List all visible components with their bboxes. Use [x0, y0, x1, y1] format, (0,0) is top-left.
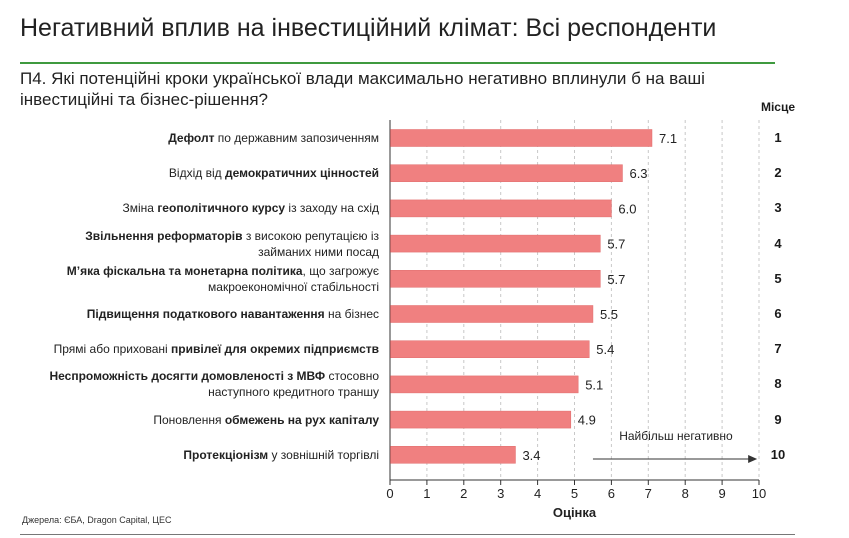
category-label-part: Поновлення [153, 412, 225, 427]
bar-value-label: 3.4 [522, 448, 540, 463]
category-label-bold-part: Дефолт [168, 131, 215, 145]
bar [390, 199, 612, 218]
x-tick-label: 3 [497, 486, 504, 501]
x-tick-label: 2 [460, 486, 467, 501]
rank-column-header: Місце [760, 100, 796, 114]
x-tick-label: 4 [534, 486, 541, 501]
category-label-part: на бізнес [324, 307, 379, 321]
category-label-part: Відхід від [168, 166, 225, 181]
x-tick-label: 10 [752, 486, 766, 501]
rank-value: 9 [774, 411, 782, 427]
rank-value: 5 [774, 270, 782, 286]
category-label: Дефолт по державним запозиченням [30, 130, 379, 146]
category-label-bold-part: привілеї для окремих підприємств [171, 342, 379, 357]
category-label: Звільнення реформаторів з високою репута… [30, 228, 379, 260]
bar [390, 234, 601, 253]
bar-value-label: 7.1 [659, 131, 677, 146]
bar-value-label: 5.5 [600, 307, 618, 322]
rank-value: 1 [774, 130, 782, 145]
category-label-part: по державним запозиченням [214, 131, 379, 145]
bar-value-label: 5.4 [596, 342, 614, 357]
category-label-part: стосовно наступного кредитного траншу [208, 369, 379, 400]
title-divider [20, 62, 775, 64]
source-note: Джерела: ЄБА, Dragon Capital, ЦЕС [22, 515, 172, 525]
rank-value: 10 [770, 446, 786, 462]
category-label-bold-part: Протекціонізм [183, 447, 269, 462]
category-label: Зміна геополітичного курсу із заходу на … [30, 200, 380, 216]
bar [390, 340, 590, 358]
question-text: П4. Які потенційні кроки української вла… [20, 69, 705, 109]
bottom-divider [20, 534, 795, 535]
category-label: Поновлення обмежень на рух капіталу [30, 412, 379, 428]
category-label-part: із заходу на схід [285, 201, 379, 216]
rank-value: 2 [774, 165, 782, 181]
category-label-bold-part: М’яка фіскальна та монетарна політика [66, 263, 303, 278]
category-label: Підвищення податкового навантаження на б… [30, 306, 379, 322]
category-label-part: Зміна [122, 201, 158, 216]
x-tick-label: 5 [571, 486, 578, 501]
category-label-part: Прямі або приховані [53, 342, 172, 357]
bar-value-label: 5.7 [607, 272, 625, 287]
bar-value-label: 6.3 [629, 166, 647, 181]
category-label-bold-part: геополітичного курсу [157, 201, 286, 216]
x-axis-title: Оцінка [553, 505, 597, 520]
x-tick-label: 7 [645, 486, 652, 501]
bar [390, 270, 601, 288]
category-label-bold-part: Підвищення податкового навантаження [86, 307, 325, 321]
bar [390, 129, 653, 147]
x-tick-label: 0 [386, 486, 393, 501]
rank-value: 6 [774, 306, 782, 321]
x-tick-label: 1 [423, 486, 430, 501]
category-label-part: , що загрожує макроекономічної стабільно… [208, 263, 379, 294]
x-tick-label: 9 [718, 486, 725, 501]
category-label: Протекціонізм у зовнішній торгівлі [30, 447, 379, 463]
category-label-bold-part: Неспроможність досягти домовленості з МВ… [49, 369, 326, 384]
bar-value-label: 6.0 [618, 201, 636, 216]
bar-value-label: 4.9 [578, 413, 596, 428]
category-label-bold-part: обмежень на рух капіталу [224, 412, 379, 427]
category-label: Прямі або приховані привілеї для окремих… [30, 341, 379, 357]
bar [390, 305, 594, 323]
category-label-bold-part: Звільнення реформаторів [85, 228, 243, 243]
bar-value-label: 5.1 [585, 377, 603, 392]
bar [390, 410, 572, 429]
category-label-part: у зовнішній торгівлі [268, 447, 379, 462]
rank-value: 4 [774, 235, 782, 251]
rank-value: 8 [774, 376, 782, 392]
x-tick-label: 8 [682, 486, 689, 501]
category-label: Неспроможність досягти домовленості з МВ… [30, 368, 380, 400]
bar-value-label: 5.7 [607, 237, 625, 252]
x-tick-label: 6 [608, 486, 615, 501]
annotation-label: Найбільш негативно [619, 429, 733, 443]
page-title: Негативний вплив на інвестиційний клімат… [20, 14, 717, 42]
rank-value: 3 [774, 200, 782, 216]
category-label: Відхід від демократичних цінностей [30, 165, 379, 181]
category-label-part: з високою репутацією із займаних ними по… [242, 228, 379, 259]
annotation-arrow-head [748, 455, 758, 463]
bar [390, 446, 516, 464]
bar [390, 164, 623, 182]
bar [390, 375, 579, 394]
category-label: М’яка фіскальна та монетарна політика, щ… [30, 263, 379, 295]
category-label-bold-part: демократичних цінностей [224, 166, 379, 181]
rank-value: 7 [774, 341, 782, 357]
